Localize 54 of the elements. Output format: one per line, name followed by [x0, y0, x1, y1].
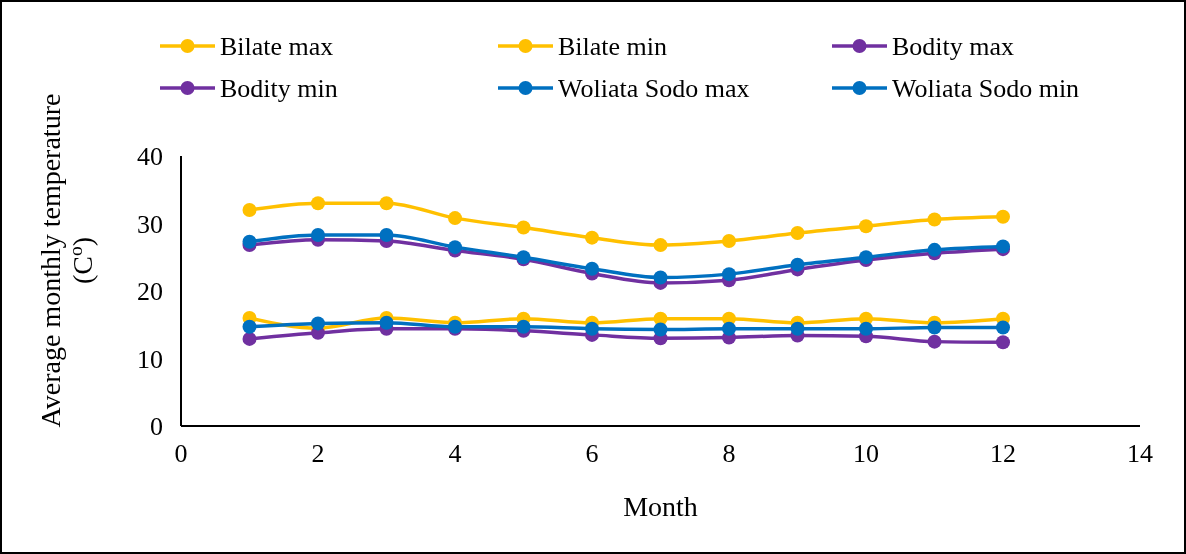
y-tick-label: 0 [150, 412, 163, 441]
x-tick-label: 2 [311, 439, 325, 468]
legend-label: Woliata Sodo min [892, 74, 1080, 103]
point [996, 209, 1010, 224]
point [927, 242, 942, 257]
point [927, 320, 942, 335]
point [927, 212, 942, 227]
point [242, 234, 257, 249]
x-tick-label: 14 [1127, 439, 1153, 468]
point [448, 211, 462, 226]
legend-label: Bilate max [220, 32, 334, 61]
x-tick-label: 12 [990, 439, 1016, 468]
point [722, 234, 736, 249]
x-tick-label: 8 [722, 439, 736, 468]
point [311, 227, 325, 242]
legend-label: Bodity min [220, 74, 338, 103]
point [653, 322, 668, 337]
legend-label: Woliata Sodo max [558, 74, 750, 103]
point [790, 257, 805, 272]
point [242, 203, 257, 217]
point [790, 321, 805, 336]
y-tick-label: 10 [137, 344, 163, 374]
point [859, 219, 873, 234]
point [379, 227, 394, 242]
x-tick-label: 4 [448, 439, 462, 468]
legend-label: Bodity max [892, 32, 1015, 61]
x-tick-label: 6 [585, 439, 599, 468]
point [722, 267, 736, 282]
y-tick-label: 20 [137, 277, 163, 306]
point [516, 319, 531, 334]
point [996, 320, 1010, 335]
point [790, 225, 805, 240]
point [585, 321, 599, 336]
point [653, 238, 668, 253]
legend-label: Bilate min [558, 32, 668, 61]
x-tick-label: 10 [853, 439, 879, 468]
point [653, 270, 668, 285]
x-tick-label: 0 [174, 439, 188, 468]
point [516, 220, 531, 235]
point [311, 196, 325, 211]
point [996, 335, 1010, 350]
point [242, 331, 257, 346]
x-axis-title: Month [623, 491, 698, 522]
point [585, 261, 599, 276]
point [859, 321, 873, 336]
point [379, 196, 394, 211]
point [722, 321, 736, 336]
y-tick-label: 40 [137, 142, 163, 171]
point [585, 230, 599, 245]
point [927, 334, 942, 349]
y-tick-label: 30 [137, 209, 163, 239]
point [242, 319, 257, 334]
point [379, 315, 394, 330]
point [311, 316, 325, 331]
